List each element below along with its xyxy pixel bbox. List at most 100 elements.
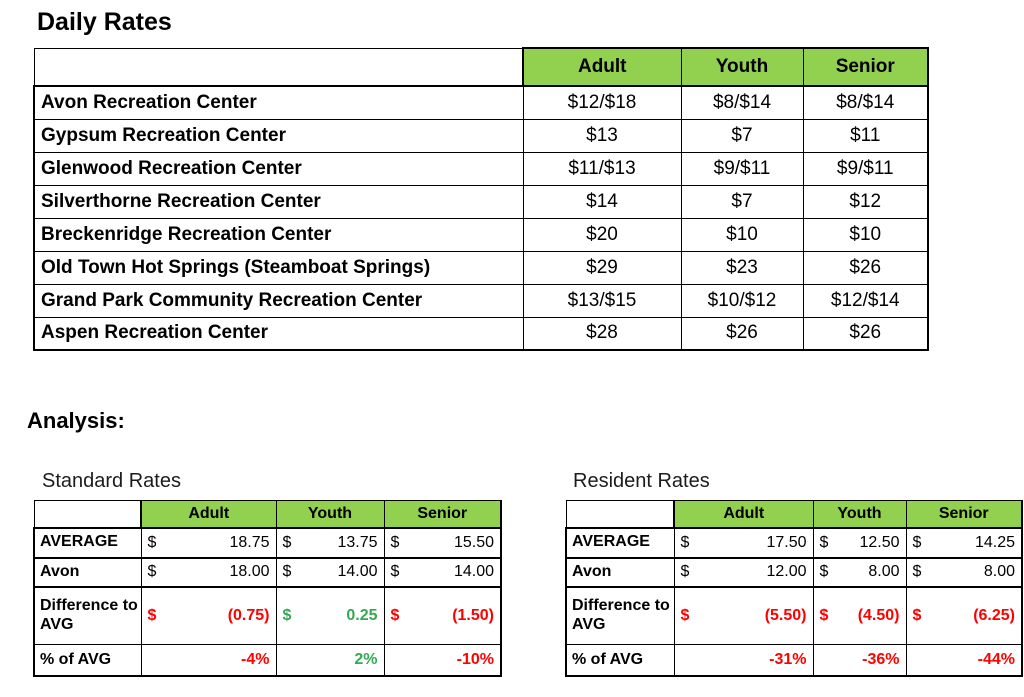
standard-rates-title: Standard Rates xyxy=(42,470,181,492)
amount-cell: $15.50 xyxy=(383,526,502,558)
row-label: AVERAGE xyxy=(565,526,675,558)
table-row: Glenwood Recreation Center $11/$13 $9/$1… xyxy=(33,151,929,186)
amount-value: 17.50 xyxy=(766,533,807,551)
rate-cell-senior: $12 xyxy=(802,184,929,219)
rate-cell-senior: $26 xyxy=(802,316,929,351)
currency-symbol: $ xyxy=(282,563,292,580)
center-name-cell: Breckenridge Recreation Center xyxy=(33,217,524,252)
daily-rates-table: Adult Youth Senior Avon Recreation Cente… xyxy=(33,47,929,351)
percent-cell-negative: -36% xyxy=(812,644,907,677)
center-name-cell: Silverthorne Recreation Center xyxy=(33,184,524,219)
amount-value: 15.50 xyxy=(453,533,494,551)
rate-cell-senior: $9/$11 xyxy=(802,151,929,186)
column-header-youth: Youth xyxy=(275,500,385,528)
standard-header-row: Adult Youth Senior xyxy=(33,500,502,528)
rate-cell-adult: $28 xyxy=(522,316,682,351)
amount-cell: $18.00 xyxy=(140,556,277,588)
analysis-heading: Analysis: xyxy=(27,408,125,433)
currency-symbol: $ xyxy=(680,563,690,580)
table-row: Aspen Recreation Center $28 $26 $26 xyxy=(33,316,929,351)
currency-symbol: $ xyxy=(282,606,292,624)
header-spacer xyxy=(33,47,524,87)
resident-rates-table: Adult Youth Senior AVERAGE $17.50 $12.50… xyxy=(565,500,1023,677)
amount-value: 14.00 xyxy=(337,563,378,580)
rate-cell-senior: $12/$14 xyxy=(802,283,929,318)
amount-cell: $14.00 xyxy=(275,556,385,588)
difference-row: Difference to AVG $ (0.75) $0.25 $ (1.50) xyxy=(33,586,502,645)
header-spacer xyxy=(565,500,675,528)
amount-cell: $14.25 xyxy=(905,526,1023,558)
amount-cell: $13.75 xyxy=(275,526,385,558)
rate-cell-adult: $13 xyxy=(522,118,682,153)
row-label: % of AVG xyxy=(33,644,142,677)
amount-value: 12.50 xyxy=(859,533,900,551)
currency-symbol: $ xyxy=(912,563,922,580)
avon-row: Avon $12.00 $8.00 $8.00 xyxy=(565,556,1023,588)
difference-cell-negative: $ (5.50) xyxy=(673,586,814,645)
average-row: AVERAGE $18.75 $13.75 $15.50 xyxy=(33,526,502,558)
currency-symbol: $ xyxy=(819,606,829,624)
percent-cell-positive: 2% xyxy=(275,644,385,677)
center-name-cell: Old Town Hot Springs (Steamboat Springs) xyxy=(33,250,524,285)
percent-row: % of AVG -31% -36% -44% xyxy=(565,644,1023,677)
difference-value: (5.50) xyxy=(764,606,807,624)
table-row: Grand Park Community Recreation Center $… xyxy=(33,283,929,318)
currency-symbol: $ xyxy=(390,533,400,551)
amount-cell: $14.00 xyxy=(383,556,502,588)
currency-symbol: $ xyxy=(912,533,922,551)
table-row: Avon Recreation Center $12/$18 $8/$14 $8… xyxy=(33,85,929,120)
amount-cell: $8.00 xyxy=(812,556,907,588)
column-header-senior: Senior xyxy=(905,500,1023,528)
difference-value: (6.25) xyxy=(973,606,1015,624)
rate-cell-adult: $29 xyxy=(522,250,682,285)
amount-value: 8.00 xyxy=(868,563,900,580)
rate-cell-adult: $14 xyxy=(522,184,682,219)
amount-cell: $12.50 xyxy=(812,526,907,558)
table-row: Gypsum Recreation Center $13 $7 $11 xyxy=(33,118,929,153)
amount-value: 18.75 xyxy=(229,533,270,551)
rate-cell-senior: $8/$14 xyxy=(802,85,929,120)
currency-symbol: $ xyxy=(680,606,690,624)
rate-cell-adult: $20 xyxy=(522,217,682,252)
rate-cell-adult: $13/$15 xyxy=(522,283,682,318)
column-header-youth: Youth xyxy=(680,47,804,87)
column-header-adult: Adult xyxy=(140,500,277,528)
resident-header-row: Adult Youth Senior xyxy=(565,500,1023,528)
table-row: Silverthorne Recreation Center $14 $7 $1… xyxy=(33,184,929,219)
row-label: Difference to AVG xyxy=(565,586,675,645)
average-row: AVERAGE $17.50 $12.50 $14.25 xyxy=(565,526,1023,558)
amount-value: 14.00 xyxy=(453,563,494,580)
rate-cell-youth: $7 xyxy=(680,184,804,219)
row-label: Avon xyxy=(565,556,675,588)
difference-cell-negative: $ (6.25) xyxy=(905,586,1023,645)
row-label: % of AVG xyxy=(565,644,675,677)
currency-symbol: $ xyxy=(147,606,157,624)
column-header-senior: Senior xyxy=(802,47,929,87)
amount-value: 14.25 xyxy=(974,533,1015,551)
percent-cell-negative: -10% xyxy=(383,644,502,677)
column-header-senior: Senior xyxy=(383,500,502,528)
amount-cell: $12.00 xyxy=(673,556,814,588)
page-title: Daily Rates xyxy=(37,8,172,36)
percent-cell-negative: -44% xyxy=(905,644,1023,677)
amount-cell: $18.75 xyxy=(140,526,277,558)
standard-rates-table: Adult Youth Senior AVERAGE $18.75 $13.75… xyxy=(33,500,502,677)
difference-row: Difference to AVG $ (5.50) $ (4.50) $ (6.25… xyxy=(565,586,1023,645)
difference-cell-positive: $0.25 xyxy=(275,586,385,645)
rate-cell-senior: $26 xyxy=(802,250,929,285)
currency-symbol: $ xyxy=(390,563,400,580)
column-header-adult: Adult xyxy=(673,500,814,528)
difference-value: 0.25 xyxy=(346,606,378,624)
rate-cell-adult: $12/$18 xyxy=(522,85,682,120)
table-row: Breckenridge Recreation Center $20 $10 $… xyxy=(33,217,929,252)
rate-cell-youth: $8/$14 xyxy=(680,85,804,120)
currency-symbol: $ xyxy=(147,563,157,580)
header-spacer xyxy=(33,500,142,528)
rate-cell-youth: $23 xyxy=(680,250,804,285)
amount-value: 8.00 xyxy=(983,563,1015,580)
difference-value: (0.75) xyxy=(227,606,270,624)
percent-row: % of AVG -4% 2% -10% xyxy=(33,644,502,677)
table-row: Old Town Hot Springs (Steamboat Springs)… xyxy=(33,250,929,285)
row-label: AVERAGE xyxy=(33,526,142,558)
difference-cell-negative: $ (0.75) xyxy=(140,586,277,645)
